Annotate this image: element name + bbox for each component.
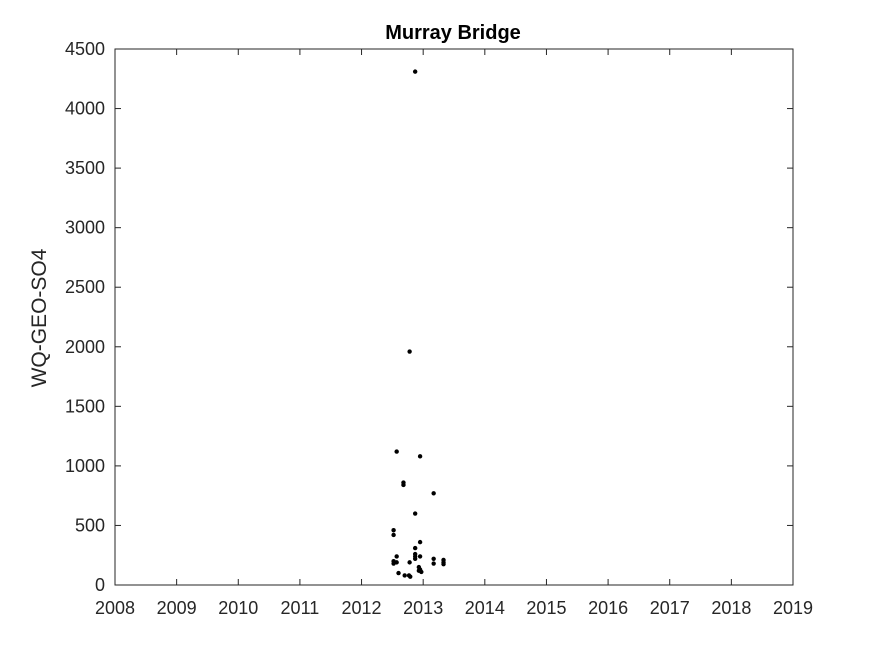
plot-frame bbox=[114, 48, 794, 586]
data-point bbox=[412, 545, 418, 551]
data-point bbox=[391, 532, 396, 538]
data-point bbox=[394, 554, 399, 559]
data-point bbox=[417, 454, 423, 459]
x-tick-label: 2017 bbox=[650, 598, 690, 618]
data-point bbox=[407, 349, 412, 354]
plot-area bbox=[114, 48, 794, 586]
data-point bbox=[412, 69, 418, 74]
x-tick-label: 2014 bbox=[465, 598, 505, 618]
x-tick-label: 2019 bbox=[773, 598, 813, 618]
data-point bbox=[412, 556, 418, 561]
y-tick-label: 1000 bbox=[65, 456, 105, 476]
data-point bbox=[419, 569, 424, 575]
data-point bbox=[391, 561, 396, 566]
data-point bbox=[401, 482, 406, 488]
y-tick-label: 1500 bbox=[65, 396, 105, 416]
y-tick-label: 500 bbox=[75, 515, 105, 535]
data-point bbox=[394, 449, 399, 454]
data-point bbox=[441, 561, 446, 567]
y-tick-label: 2500 bbox=[65, 277, 105, 297]
data-point bbox=[412, 511, 418, 516]
y-tick-label: 0 bbox=[95, 575, 105, 595]
data-point bbox=[407, 560, 412, 565]
data-points bbox=[391, 69, 446, 579]
y-axis-label: WQ-GEO-SO4 bbox=[28, 248, 51, 387]
y-tick-label: 2000 bbox=[65, 337, 105, 357]
data-point bbox=[408, 574, 413, 579]
x-tick-label: 2009 bbox=[157, 598, 197, 618]
y-tick-label: 3000 bbox=[65, 218, 105, 238]
data-point bbox=[417, 554, 423, 559]
x-tick-label: 2013 bbox=[403, 598, 443, 618]
x-tick-label: 2018 bbox=[711, 598, 751, 618]
data-point bbox=[431, 491, 436, 496]
data-point bbox=[431, 561, 436, 566]
x-tick-label: 2010 bbox=[218, 598, 258, 618]
x-tick-label: 2016 bbox=[588, 598, 628, 618]
data-point bbox=[402, 573, 407, 578]
x-axis: 2008 2009 2010 2011 2012 2013 2014 2015 2016 2017… bbox=[95, 49, 813, 618]
chart-title: Murray Bridge bbox=[385, 22, 521, 44]
x-tick-label: 2008 bbox=[95, 598, 135, 618]
data-point bbox=[391, 528, 396, 533]
y-axis: 0 500 1000 1500 2000 2500 3000 3500 4000 4500 bbox=[65, 39, 793, 595]
x-tick-label: 2011 bbox=[281, 598, 320, 618]
y-tick-label: 3500 bbox=[65, 158, 105, 178]
data-point bbox=[417, 539, 423, 545]
y-tick-label: 4000 bbox=[65, 99, 105, 119]
data-point bbox=[396, 570, 401, 576]
x-tick-label: 2012 bbox=[342, 598, 382, 618]
y-tick-label: 4500 bbox=[65, 39, 105, 59]
x-tick-label: 2015 bbox=[526, 598, 566, 618]
data-point bbox=[431, 556, 436, 561]
